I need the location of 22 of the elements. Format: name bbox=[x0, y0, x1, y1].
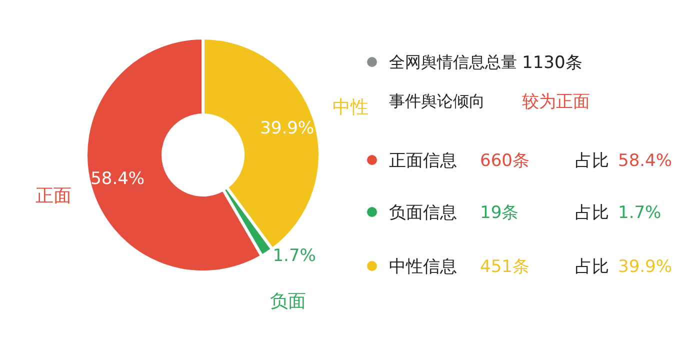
text: 占比 bbox=[575, 256, 609, 277]
text: 负面信息 bbox=[389, 202, 457, 223]
text: 正面信息 bbox=[389, 150, 457, 171]
slice-label: 负面 bbox=[270, 290, 306, 312]
text: 660条 bbox=[480, 150, 530, 171]
data-label: 39.9% bbox=[260, 118, 314, 138]
text: 451条 bbox=[480, 256, 530, 277]
text: 1130条 bbox=[522, 52, 582, 73]
text: 1.7% bbox=[618, 202, 662, 223]
text: 中性信息 bbox=[389, 256, 457, 277]
text: 占比 bbox=[575, 150, 609, 171]
text: 事件舆论倾向 bbox=[389, 92, 485, 111]
slice-label: 中性 bbox=[332, 96, 368, 118]
text: 19条 bbox=[480, 202, 519, 223]
slice-label: 正面 bbox=[35, 186, 72, 207]
text: 全网舆情信息总量 bbox=[389, 52, 517, 72]
text: 39.9% bbox=[618, 256, 672, 277]
text: 58.4% bbox=[618, 150, 672, 171]
text: 占比 bbox=[575, 202, 609, 223]
data-label: 58.4% bbox=[90, 169, 145, 190]
text: 较为正面 bbox=[522, 92, 590, 112]
data-label: 1.7% bbox=[272, 246, 316, 266]
